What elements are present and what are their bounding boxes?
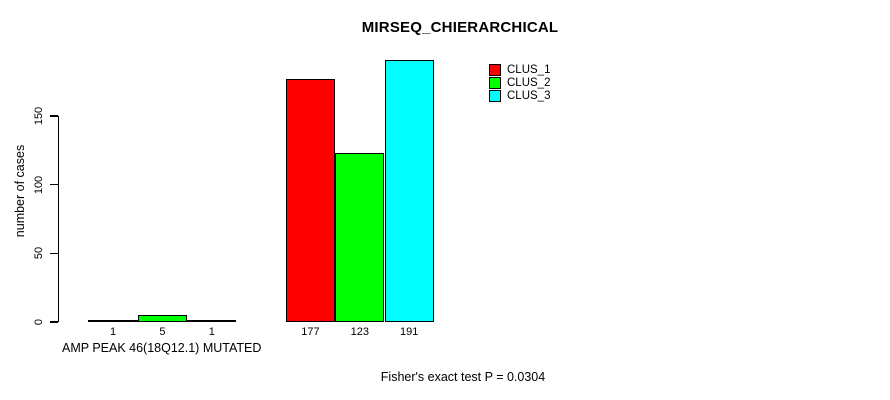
legend-swatch-icon bbox=[489, 76, 501, 89]
x-axis-label: AMP PEAK 46(18Q12.1) MUTATED bbox=[62, 340, 262, 355]
bar-value-label: 123 bbox=[350, 325, 369, 338]
legend-item-clus_2: CLUS_2 bbox=[489, 76, 550, 89]
bar-value-label: 177 bbox=[301, 325, 320, 338]
y-axis-label: number of cases bbox=[13, 144, 27, 238]
bar-value-label: 191 bbox=[400, 325, 419, 338]
legend-item-label: CLUS_2 bbox=[507, 76, 551, 89]
bar-clus_1-group1 bbox=[88, 320, 138, 322]
legend: CLUS_1 CLUS_2 CLUS_3 bbox=[489, 63, 550, 103]
legend-item-clus_3: CLUS_3 bbox=[489, 90, 550, 103]
bar-clus_3-group1 bbox=[187, 320, 237, 322]
bar-clus_2-group1 bbox=[137, 315, 188, 322]
y-axis-tick-label: 0 bbox=[33, 318, 45, 326]
y-axis-tick bbox=[50, 183, 58, 186]
y-axis-tick-label: 100 bbox=[33, 175, 45, 194]
bar-value-label: 1 bbox=[208, 325, 215, 338]
bar-value-label: 1 bbox=[109, 325, 117, 338]
y-axis-tick-label: 150 bbox=[33, 106, 45, 126]
chart-title: MIRSEQ_CHIERARCHICAL bbox=[361, 19, 559, 36]
legend-item-clus_1: CLUS_1 bbox=[489, 63, 550, 76]
legend-item-label: CLUS_3 bbox=[507, 90, 551, 103]
bar-clus_3-group2 bbox=[384, 59, 434, 322]
bar-clus_2-group2 bbox=[335, 153, 385, 322]
y-axis-tick bbox=[50, 321, 58, 323]
legend-item-label: CLUS_1 bbox=[507, 63, 551, 76]
legend-swatch-icon bbox=[489, 63, 501, 76]
annotation-text: Fisher's exact test P = 0.0304 bbox=[380, 370, 546, 384]
y-axis-tick bbox=[50, 115, 58, 117]
y-axis-tick-label: 50 bbox=[33, 247, 45, 260]
legend-swatch-icon bbox=[489, 90, 501, 103]
bar-value-label: 5 bbox=[159, 325, 166, 338]
bar-clus_1-group2 bbox=[285, 78, 336, 322]
y-axis-tick bbox=[50, 252, 58, 255]
y-axis-line bbox=[57, 116, 59, 322]
